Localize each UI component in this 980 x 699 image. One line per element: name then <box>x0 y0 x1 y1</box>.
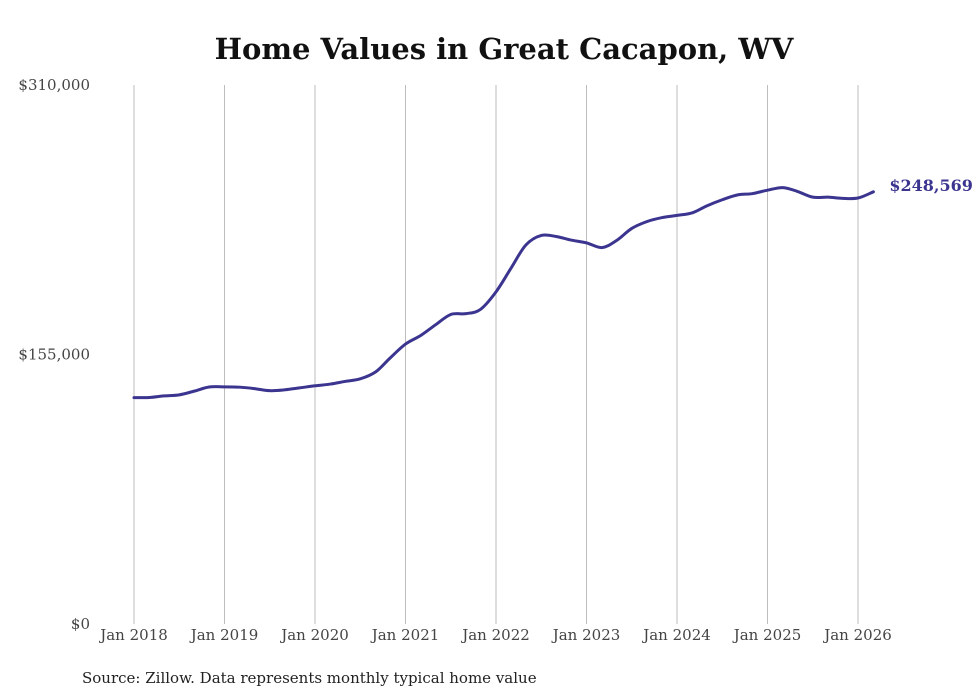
data-point <box>434 323 437 326</box>
data-point <box>841 197 844 200</box>
data-point <box>419 334 422 337</box>
data-point <box>449 313 452 316</box>
x-tick-label: Jan 2019 <box>189 626 259 644</box>
x-tick-label: Jan 2023 <box>551 626 621 644</box>
gridlines <box>133 85 859 624</box>
data-point <box>133 396 136 399</box>
data-point <box>736 193 739 196</box>
x-tick-label: Jan 2022 <box>460 626 530 644</box>
data-point <box>253 387 256 390</box>
data-point <box>510 266 513 269</box>
data-point <box>705 204 708 207</box>
data-point <box>630 227 633 230</box>
y-tick-label: $0 <box>71 615 90 633</box>
data-point <box>615 239 618 242</box>
data-point <box>524 243 527 246</box>
end-value-label: $248,569 <box>889 176 973 195</box>
data-point <box>600 246 603 249</box>
data-point <box>827 196 830 199</box>
x-tick-label: Jan 2026 <box>822 626 892 644</box>
data-point <box>751 192 754 195</box>
x-axis: Jan 2018 Jan 2019 Jan 2020 Jan 2021 Jan 2022… <box>98 626 892 644</box>
data-point <box>479 308 482 311</box>
data-point <box>298 386 301 389</box>
data-point <box>585 241 588 244</box>
data-point <box>660 216 663 219</box>
data-point <box>570 239 573 242</box>
data-point <box>691 211 694 214</box>
data-point <box>374 370 377 373</box>
chart-title: Home Values in Great Cacapon, WV <box>215 32 794 66</box>
data-point <box>284 388 287 391</box>
x-tick-label: Jan 2020 <box>279 626 349 644</box>
data-point <box>781 186 784 189</box>
data-point <box>540 234 543 237</box>
data-point <box>857 197 860 200</box>
data-point <box>314 384 317 387</box>
data-point <box>404 343 407 346</box>
data-point <box>796 190 799 193</box>
data-point <box>359 377 362 380</box>
x-tick-label: Jan 2021 <box>370 626 440 644</box>
data-point <box>343 380 346 383</box>
data-point <box>238 386 241 389</box>
data-point <box>872 190 875 193</box>
data-point <box>389 356 392 359</box>
series-layer: $248,569 <box>132 176 973 400</box>
x-tick-label: Jan 2024 <box>641 626 711 644</box>
data-point <box>329 383 332 386</box>
data-point <box>208 386 211 389</box>
source-note: Source: Zillow. Data represents monthly … <box>82 669 537 687</box>
data-point <box>223 385 226 388</box>
data-point <box>766 189 769 192</box>
data-point <box>495 290 498 293</box>
x-tick-label: Jan 2018 <box>98 626 168 644</box>
data-point <box>178 393 181 396</box>
series-line-0 <box>132 186 875 400</box>
x-tick-label: Jan 2025 <box>732 626 802 644</box>
data-point <box>721 198 724 201</box>
data-point <box>646 220 649 223</box>
data-point <box>148 396 151 399</box>
data-point <box>555 235 558 238</box>
y-tick-label: $310,000 <box>18 76 90 94</box>
data-point <box>465 312 468 315</box>
data-point <box>811 196 814 199</box>
y-tick-label: $155,000 <box>18 346 90 364</box>
data-point <box>676 214 679 217</box>
data-point <box>162 394 165 397</box>
y-axis: $0 $155,000 $310,000 <box>18 76 90 633</box>
data-point <box>268 389 271 392</box>
data-point <box>193 390 196 393</box>
